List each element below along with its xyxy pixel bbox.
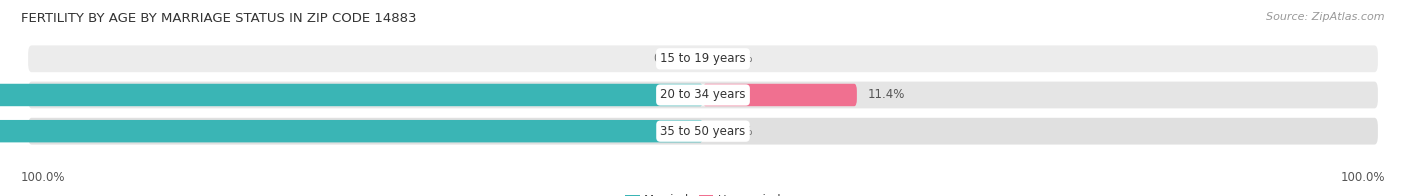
Text: 100.0%: 100.0% (21, 171, 66, 184)
Text: 100.0%: 100.0% (1340, 171, 1385, 184)
FancyBboxPatch shape (0, 120, 703, 142)
Text: Source: ZipAtlas.com: Source: ZipAtlas.com (1267, 12, 1385, 22)
Text: 11.4%: 11.4% (868, 88, 905, 102)
Text: 20 to 34 years: 20 to 34 years (661, 88, 745, 102)
Text: 15 to 19 years: 15 to 19 years (661, 52, 745, 65)
FancyBboxPatch shape (28, 82, 1378, 108)
FancyBboxPatch shape (28, 45, 1378, 72)
FancyBboxPatch shape (703, 84, 856, 106)
Text: 0.0%: 0.0% (723, 125, 752, 138)
Legend: Married, Unmarried: Married, Unmarried (620, 189, 786, 196)
Text: 0.0%: 0.0% (654, 52, 683, 65)
Text: 0.0%: 0.0% (723, 52, 752, 65)
Text: 35 to 50 years: 35 to 50 years (661, 125, 745, 138)
FancyBboxPatch shape (0, 84, 703, 106)
Text: FERTILITY BY AGE BY MARRIAGE STATUS IN ZIP CODE 14883: FERTILITY BY AGE BY MARRIAGE STATUS IN Z… (21, 12, 416, 25)
FancyBboxPatch shape (28, 118, 1378, 145)
